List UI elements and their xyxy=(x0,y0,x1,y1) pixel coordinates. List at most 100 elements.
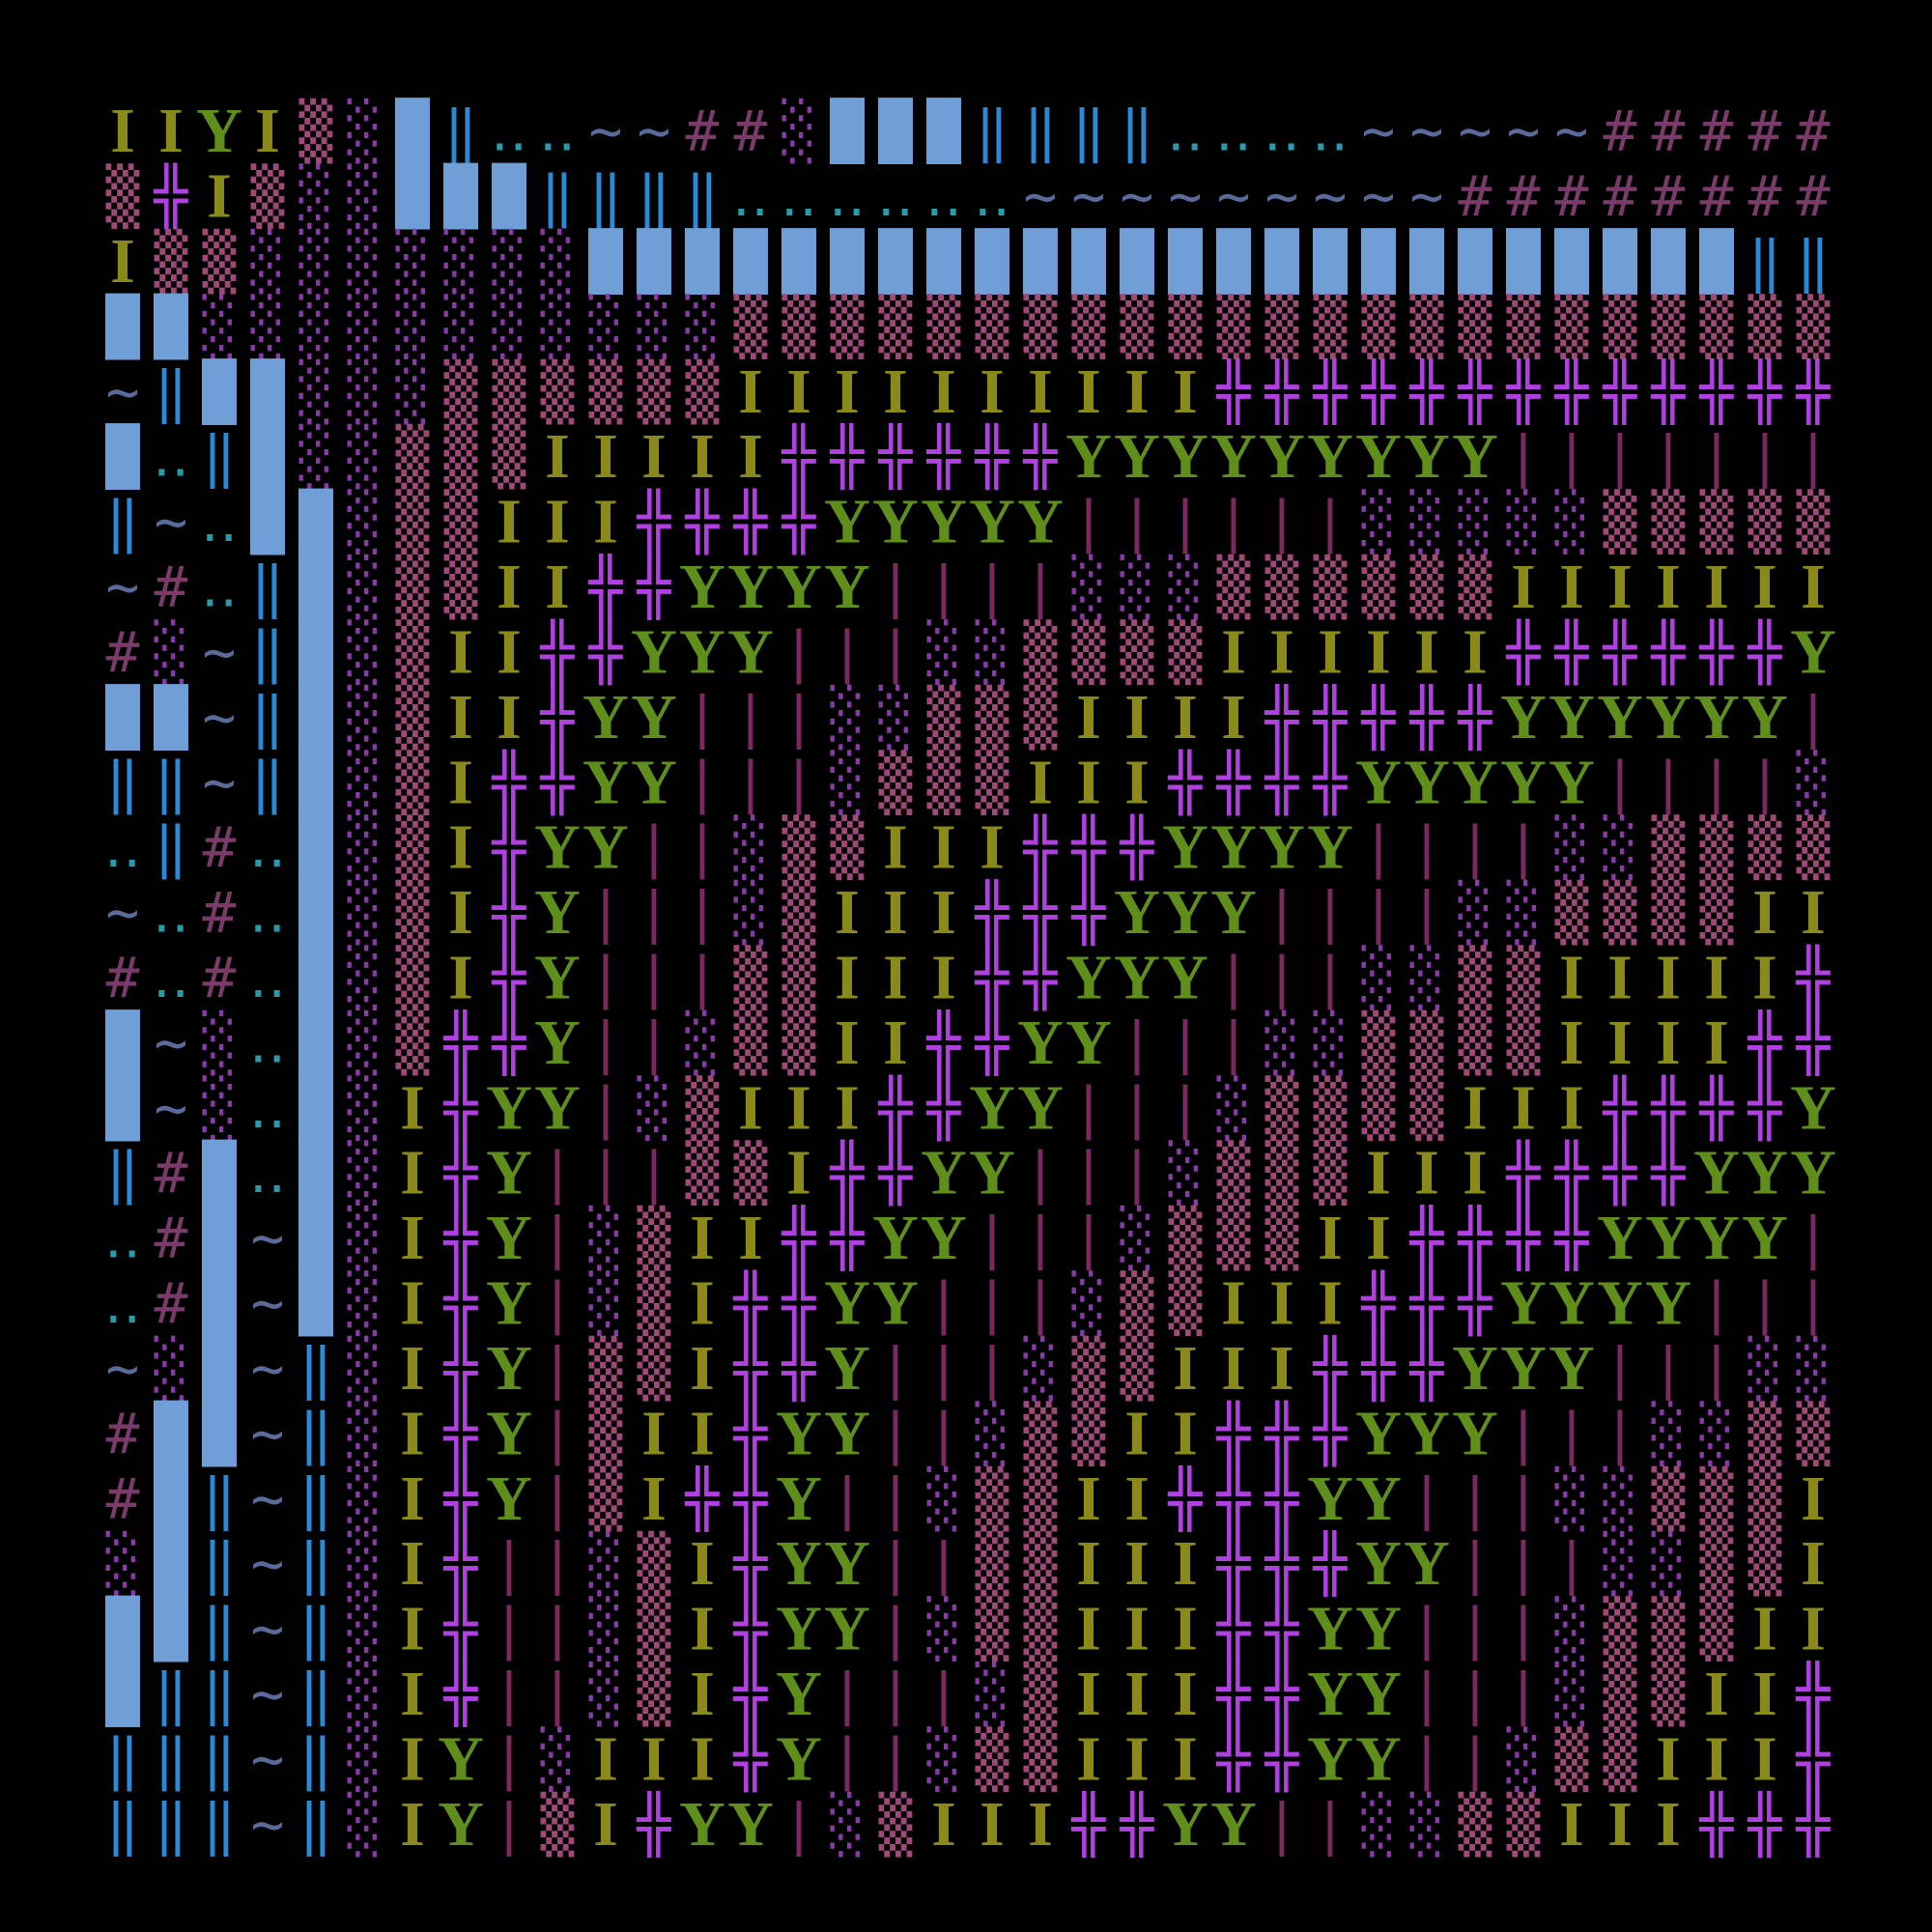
glyph: ░ xyxy=(348,1661,382,1726)
glyph: ▒ xyxy=(734,294,768,359)
glyph: ╬ xyxy=(1120,1790,1155,1858)
glyph: I xyxy=(641,421,667,492)
glyph: ╬ xyxy=(443,1074,479,1142)
glyph: ▒ xyxy=(1604,489,1637,554)
glyph: I xyxy=(497,487,522,557)
glyph: | xyxy=(541,1531,575,1597)
glyph: ╬ xyxy=(1264,1725,1300,1793)
glyph: █ xyxy=(781,228,817,296)
glyph: Y xyxy=(824,1594,870,1664)
glyph: ╬ xyxy=(1699,357,1735,425)
glyph: I xyxy=(1656,943,1681,1013)
glyph: ▒ xyxy=(1700,1465,1734,1531)
glyph: I xyxy=(1076,1463,1101,1534)
glyph: I xyxy=(1124,747,1150,817)
glyph: I xyxy=(1124,356,1150,427)
glyph: ╬ xyxy=(1361,357,1397,425)
glyph: Y xyxy=(631,747,677,817)
glyph: | xyxy=(1121,1009,1154,1075)
glyph: ╬ xyxy=(492,813,527,881)
glyph: | xyxy=(589,1075,623,1141)
glyph: Y xyxy=(776,1528,822,1599)
glyph: ~ xyxy=(1265,163,1299,229)
glyph: ╬ xyxy=(1071,879,1107,947)
glyph: ░ xyxy=(348,880,382,946)
glyph: ╬ xyxy=(781,1205,817,1272)
glyph: | xyxy=(638,880,671,946)
glyph: | xyxy=(1459,1661,1492,1726)
glyph: | xyxy=(686,880,720,946)
glyph: I xyxy=(641,1398,667,1468)
glyph: ░ xyxy=(541,229,575,295)
glyph: █ xyxy=(105,683,141,751)
glyph: I xyxy=(1752,877,1777,948)
glyph: I xyxy=(1124,1463,1150,1534)
glyph: I xyxy=(400,1072,425,1143)
glyph: I xyxy=(1511,552,1536,622)
glyph: ░ xyxy=(348,1075,382,1141)
glyph: | xyxy=(686,814,720,880)
glyph: █ xyxy=(1023,228,1059,296)
glyph: ╬ xyxy=(781,1269,817,1337)
glyph: Y xyxy=(872,1268,919,1339)
glyph: ▒ xyxy=(782,880,816,946)
glyph: ~ xyxy=(1555,99,1589,164)
glyph: ╬ xyxy=(1264,1400,1300,1467)
glyph: ~ xyxy=(251,1206,285,1271)
glyph: Y xyxy=(534,1072,581,1143)
glyph: Y xyxy=(1645,682,1691,753)
glyph: I xyxy=(1414,616,1439,687)
glyph: Y xyxy=(1404,747,1450,817)
glyph: ▒ xyxy=(1362,1075,1396,1141)
glyph: █ xyxy=(926,98,962,165)
glyph: ‖ xyxy=(541,163,575,229)
glyph: ╬ xyxy=(1120,813,1155,881)
glyph: # xyxy=(1459,163,1492,229)
glyph: I xyxy=(1752,1659,1777,1729)
glyph: ▒ xyxy=(1314,554,1348,620)
glyph: Y xyxy=(534,812,581,883)
glyph: █ xyxy=(105,423,141,491)
glyph: ░ xyxy=(831,684,865,750)
glyph: Y xyxy=(1500,1333,1547,1404)
glyph: | xyxy=(1410,880,1444,946)
glyph: ░ xyxy=(203,1075,237,1141)
glyph: I xyxy=(1656,1723,1681,1794)
glyph: ▒ xyxy=(638,1596,671,1662)
glyph: I xyxy=(448,943,473,1013)
glyph: ~ xyxy=(1410,99,1444,164)
glyph: I xyxy=(593,1789,618,1860)
glyph: ╬ xyxy=(1554,1205,1590,1272)
glyph: # xyxy=(1652,163,1686,229)
glyph: ‖ xyxy=(155,1726,188,1792)
glyph: Y xyxy=(1500,747,1547,817)
glyph: Y xyxy=(1742,1203,1788,1273)
glyph: I xyxy=(1221,1268,1246,1339)
glyph: ╬ xyxy=(588,618,624,686)
glyph: I xyxy=(738,421,763,492)
glyph: # xyxy=(1797,99,1831,164)
glyph: Y xyxy=(486,1203,532,1273)
glyph: I xyxy=(1269,1333,1294,1404)
glyph: ╬ xyxy=(1603,618,1638,686)
glyph: | xyxy=(782,750,816,815)
glyph: ▒ xyxy=(589,1335,623,1401)
glyph: ░ xyxy=(1797,1335,1831,1401)
glyph: ~ xyxy=(251,1726,285,1792)
glyph: | xyxy=(541,1206,575,1271)
glyph: ▒ xyxy=(1700,1531,1734,1597)
glyph: ╬ xyxy=(1796,944,1832,1011)
glyph: ▒ xyxy=(396,684,430,750)
glyph: ▒ xyxy=(1748,489,1782,554)
glyph: Y xyxy=(824,1268,870,1339)
glyph: ‖ xyxy=(1797,229,1831,295)
glyph: ╬ xyxy=(540,749,576,816)
glyph: | xyxy=(1652,424,1686,490)
glyph: ░ xyxy=(348,99,382,164)
glyph: | xyxy=(1072,489,1106,554)
glyph: | xyxy=(1169,489,1203,554)
glyph: Y xyxy=(1790,1138,1836,1208)
glyph: | xyxy=(1072,1140,1106,1206)
